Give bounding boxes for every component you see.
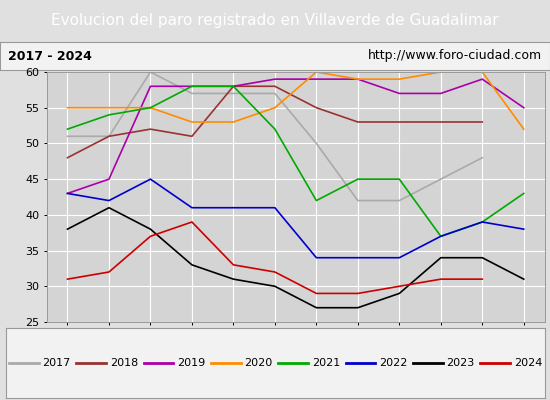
Text: http://www.foro-ciudad.com: http://www.foro-ciudad.com xyxy=(367,50,542,62)
Text: 2024: 2024 xyxy=(514,358,542,368)
Text: 2021: 2021 xyxy=(312,358,340,368)
Text: 2018: 2018 xyxy=(109,358,138,368)
Text: 2019: 2019 xyxy=(177,358,205,368)
Text: Evolucion del paro registrado en Villaverde de Guadalimar: Evolucion del paro registrado en Villave… xyxy=(51,14,499,28)
Text: 2023: 2023 xyxy=(447,358,475,368)
Text: 2020: 2020 xyxy=(244,358,273,368)
Text: 2017 - 2024: 2017 - 2024 xyxy=(8,50,92,62)
Text: 2022: 2022 xyxy=(379,358,408,368)
Text: 2017: 2017 xyxy=(42,358,70,368)
